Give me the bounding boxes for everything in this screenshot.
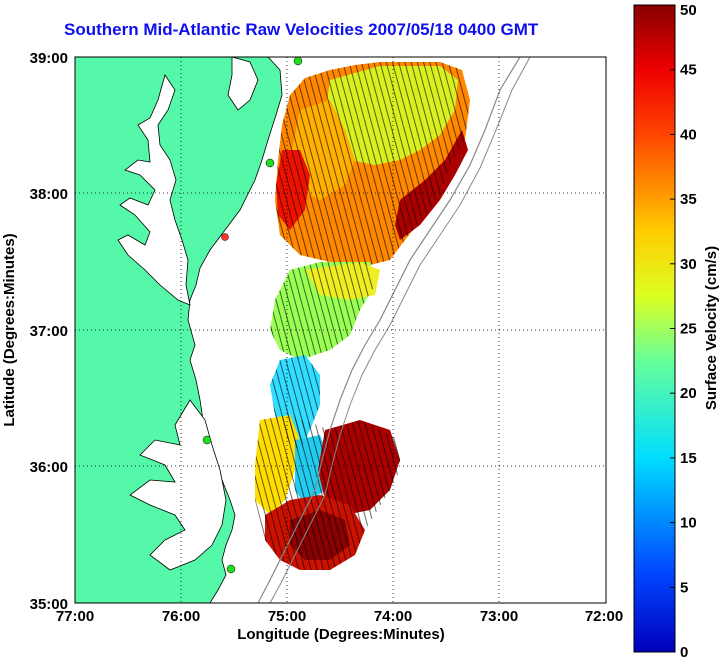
station-marker <box>202 435 212 445</box>
station-marker <box>265 158 275 168</box>
colorbar-tick-label: 50 <box>680 2 697 19</box>
colorbar-tick-label: 30 <box>680 256 697 273</box>
station-marker <box>226 564 236 574</box>
station-marker <box>221 233 229 241</box>
land-mass <box>75 57 283 603</box>
y-tick-label: 37:00 <box>30 323 68 340</box>
colorbar-tick-label: 10 <box>680 515 697 532</box>
chesapeake-bay <box>117 74 191 306</box>
pamlico-sound <box>129 399 227 571</box>
x-tick-label: 74:00 <box>374 608 412 625</box>
y-axis-label: Latitude (Degrees:Minutes) <box>1 233 18 426</box>
colorbar-gradient <box>633 4 676 653</box>
bathymetry-contour-2 <box>269 57 531 603</box>
plot-frame <box>74 56 607 604</box>
x-axis: 77:00 76:00 75:00 74:00 73:00 72:00 Long… <box>56 608 623 643</box>
x-tick-label: 77:00 <box>56 608 94 625</box>
bathymetry-contour <box>257 57 521 603</box>
y-tick-label: 39:00 <box>30 50 68 67</box>
delaware-bay <box>227 57 259 111</box>
grid-lines <box>75 57 606 603</box>
colorbar-tick-label: 35 <box>680 191 697 208</box>
colorbar-tick-label: 45 <box>680 62 697 79</box>
colorbar-tick-label: 0 <box>680 644 688 659</box>
colorbar-tick-label: 15 <box>680 450 697 467</box>
hf-radar-stations <box>202 56 303 574</box>
station-marker <box>293 56 303 66</box>
x-tick-label: 75:00 <box>268 608 306 625</box>
colorbar-label: Surface Velocity (cm/s) <box>703 246 720 410</box>
vector-arrows <box>255 62 470 570</box>
y-tick-label: 36:00 <box>30 459 68 476</box>
x-tick-label: 72:00 <box>585 608 623 625</box>
y-tick-label: 35:00 <box>30 596 68 613</box>
y-axis: 39:00 38:00 37:00 36:00 35:00 Latitude (… <box>1 50 68 613</box>
colorbar-tick-label: 25 <box>680 321 697 338</box>
colorbar-tick-label: 40 <box>680 126 697 143</box>
x-axis-label: Longitude (Degrees:Minutes) <box>237 626 445 643</box>
y-tick-label: 38:00 <box>30 186 68 203</box>
chart-title: Southern Mid-Atlantic Raw Velocities 200… <box>64 20 539 39</box>
x-tick-label: 76:00 <box>162 608 200 625</box>
x-tick-label: 73:00 <box>480 608 518 625</box>
colorbar-tick-label: 20 <box>680 385 697 402</box>
colorbar-tick-label: 5 <box>680 579 688 596</box>
